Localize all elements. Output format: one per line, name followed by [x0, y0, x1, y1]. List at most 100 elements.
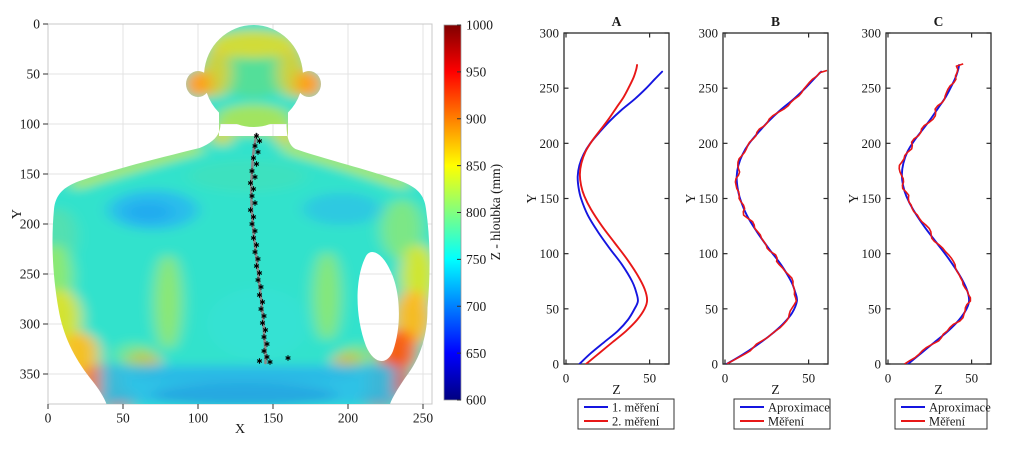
panel-title: A [612, 14, 622, 29]
panel-ylabel: Y [524, 193, 539, 203]
spine-marker-asterisk [253, 133, 260, 139]
colorbar-tick-label: 1000 [466, 18, 493, 33]
panel-frame [563, 32, 670, 365]
colorbar-tick-label: 800 [466, 205, 487, 220]
ellipse-shape [52, 289, 81, 349]
ellipse-shape [52, 208, 77, 264]
legend-label: Měření [768, 414, 805, 428]
x-tick-label: 0 [885, 371, 892, 386]
series-line-measured [898, 63, 972, 364]
spine-marker-asterisk [255, 277, 261, 283]
spine-marker-asterisk [253, 161, 260, 167]
x-tick-label: 150 [263, 411, 284, 426]
legend-label: 2. měření [612, 414, 660, 428]
y-tick-label: 300 [699, 26, 719, 41]
y-tick-label: 100 [540, 246, 560, 261]
spine-marker-asterisk [261, 334, 267, 340]
y-tick-label: 150 [540, 191, 560, 206]
ellipse-shape [207, 288, 309, 360]
x-tick-label: 200 [338, 411, 359, 426]
panel-frame [885, 32, 992, 365]
ellipse-shape [295, 70, 323, 98]
y-tick-label: 250 [20, 267, 41, 282]
panel-xlabel: Z [612, 382, 620, 397]
spine-marker-asterisk [256, 358, 263, 364]
y-tick-label: 50 [546, 301, 559, 316]
y-tick-label: 50 [868, 301, 881, 316]
legend-box [894, 398, 988, 430]
series-line-smooth [576, 70, 664, 364]
colorbar-label: Z - hloubka (mm) [488, 164, 503, 260]
series-line-smooth [578, 64, 649, 364]
panel-series-group [725, 69, 828, 364]
y-tick-label: 200 [699, 136, 719, 151]
ellipse-shape [124, 202, 173, 222]
spine-marker-asterisk [261, 313, 267, 319]
colorbar-tick-label: 850 [466, 158, 487, 173]
y-tick-label: 250 [862, 81, 882, 96]
spine-marker-asterisk [253, 242, 260, 248]
panel-series-group [576, 64, 664, 364]
y-tick-label: 200 [540, 136, 560, 151]
series-line-measured [726, 69, 828, 364]
x-tick-label: 100 [188, 411, 209, 426]
spine-marker-asterisk [259, 299, 266, 305]
x-tick-label: 50 [643, 371, 656, 386]
spine-marker-asterisk [250, 186, 257, 192]
spine-marker-asterisk [258, 284, 264, 290]
spine-marker-asterisk [247, 180, 254, 186]
spine-marker-asterisk [262, 327, 269, 333]
ellipse-shape [187, 160, 308, 192]
x-tick-label: 0 [722, 371, 729, 386]
depth-map-xlabel: X [235, 422, 245, 437]
spine-marker-asterisk [267, 359, 273, 365]
ellipse-shape [211, 126, 233, 146]
y-tick-label: 250 [540, 81, 560, 96]
spine-marker-asterisk [256, 138, 263, 144]
spine-marker-asterisk [247, 207, 254, 213]
ellipse-shape [339, 343, 378, 365]
colorbar-tick-label: 950 [466, 65, 487, 80]
colorbar-tick-label: 600 [466, 393, 487, 408]
legend-label: Aproximace [768, 400, 830, 414]
panel-xlabel: Z [934, 382, 942, 397]
spine-marker-asterisk [256, 270, 263, 276]
panel-series-group [898, 63, 972, 364]
y-tick-label: 100 [20, 117, 41, 132]
x-tick-label: 50 [802, 371, 815, 386]
spine-marker-asterisk [264, 354, 270, 360]
panel-title: C [934, 14, 944, 29]
spine-marker-asterisk [252, 228, 258, 234]
spine-marker-asterisk [255, 149, 261, 155]
spine-marker-asterisk [259, 320, 266, 326]
y-tick-label: 0 [712, 357, 719, 372]
spine-marker-asterisk [252, 174, 258, 180]
y-tick-label: 150 [699, 191, 719, 206]
spine-marker-asterisk [249, 193, 255, 199]
depth-map-ylabel: Y [10, 209, 25, 219]
panel-ylabel: Y [683, 193, 698, 203]
x-tick-label: 50 [116, 411, 130, 426]
x-tick-label: 50 [965, 371, 978, 386]
y-tick-label: 200 [862, 136, 882, 151]
depth-map-axes: 0 50 100 150 200 250 0 50 100 150 200 250 300 350 [20, 17, 434, 426]
legend-label: 1. měření [612, 400, 660, 414]
y-tick-label: 200 [20, 217, 41, 232]
panel-ylabel: Y [846, 193, 861, 203]
ellipse-shape [274, 126, 296, 146]
spine-marker-asterisk [252, 143, 258, 149]
path-shape [282, 143, 412, 190]
path-shape [68, 143, 204, 191]
legend-box [577, 398, 675, 430]
x-tick-label: 0 [45, 411, 52, 426]
ellipse-shape [151, 383, 338, 404]
spine-marker-asterisk [250, 155, 257, 161]
panel-title: B [771, 14, 780, 29]
y-tick-label: 300 [20, 317, 41, 332]
y-tick-label: 100 [699, 246, 719, 261]
y-tick-label: 100 [862, 246, 882, 261]
